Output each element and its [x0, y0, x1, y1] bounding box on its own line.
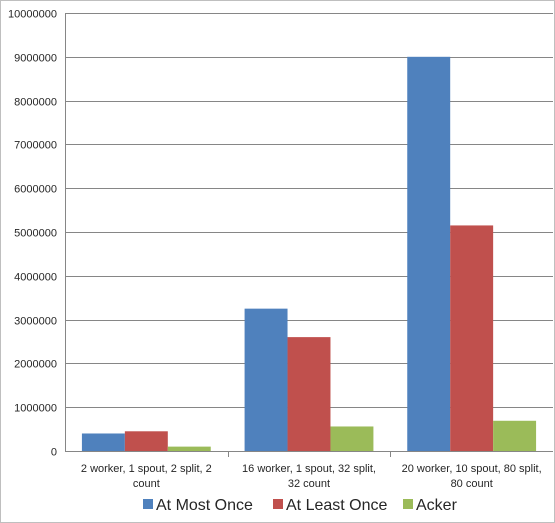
y-tick-labels: 0 1000000 2000000 3000000 4000000 5000000 6000…: [8, 9, 57, 459]
y-tick-label: 4000000: [14, 272, 57, 284]
y-tick-label: 8000000: [14, 97, 57, 109]
legend-label: At Most Once: [156, 497, 253, 514]
axes: [65, 13, 553, 457]
x-category-label: 2 worker, 1 spout, 2 split, 2: [81, 463, 212, 475]
legend-swatch: [143, 499, 153, 509]
y-tick-label: 6000000: [14, 184, 57, 196]
legend-label: At Least Once: [286, 497, 387, 514]
x-category-labels: 2 worker, 1 spout, 2 split, 2 count 16 wor…: [81, 463, 542, 490]
x-category-label: count: [133, 478, 160, 490]
gridlines: [65, 13, 553, 408]
y-tick-label: 7000000: [14, 140, 57, 152]
bar-at-most-once: [244, 308, 288, 451]
bars: [81, 56, 537, 452]
bar-at-least-once: [450, 225, 494, 451]
y-tick-label: 0: [51, 447, 57, 459]
x-category-label: 16 worker, 1 spout, 32 split,: [242, 463, 376, 475]
y-tick-label: 10000000: [8, 9, 57, 21]
x-category-label: 80 count: [451, 478, 493, 490]
bar-acker: [330, 426, 374, 451]
bar-acker: [167, 446, 211, 451]
y-tick-label: 3000000: [14, 316, 57, 328]
y-tick-label: 9000000: [14, 53, 57, 65]
legend-label: Acker: [416, 497, 458, 514]
y-tick-label: 2000000: [14, 359, 57, 371]
x-category-label: 20 worker, 10 spout, 80 split,: [402, 463, 542, 475]
legend-swatch: [403, 499, 413, 509]
bar-at-most-once: [407, 56, 451, 452]
bar-at-least-once: [287, 337, 331, 451]
bar-at-least-once: [124, 431, 168, 451]
legend-swatch: [273, 499, 283, 509]
y-tick-label: 5000000: [14, 228, 57, 240]
y-tick-label: 1000000: [14, 403, 57, 415]
x-category-label: 32 count: [288, 478, 330, 490]
legend: At Most Once At Least Once Acker: [143, 497, 458, 514]
bar-at-most-once: [81, 433, 125, 451]
bar-acker: [493, 420, 537, 451]
